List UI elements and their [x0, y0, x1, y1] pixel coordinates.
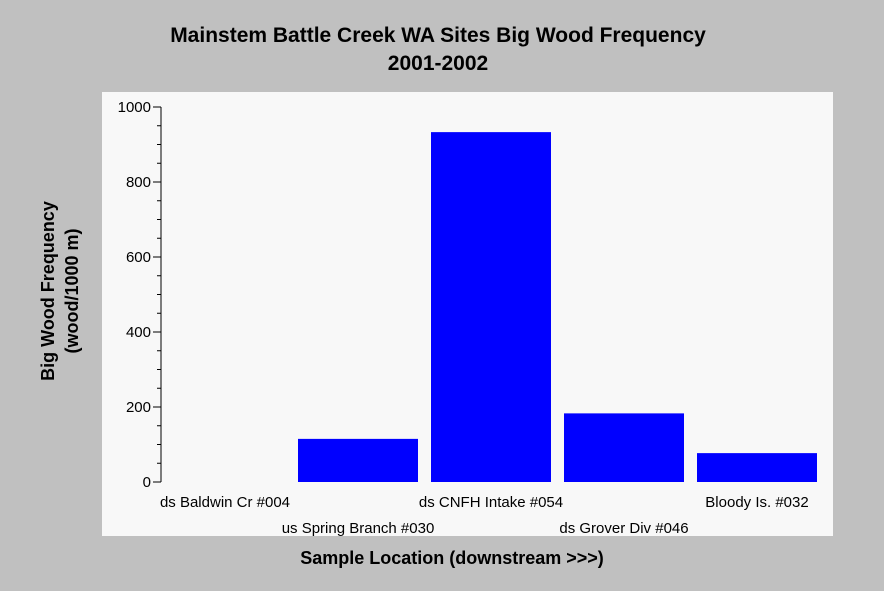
- x-tick-label: us Spring Branch #030: [282, 520, 435, 537]
- y-tick-label: 800: [126, 174, 151, 191]
- x-tick-label: ds CNFH Intake #054: [419, 494, 563, 511]
- bar-3: [431, 132, 551, 482]
- bar-2: [298, 438, 418, 482]
- y-tick-label: 0: [143, 474, 151, 491]
- x-tick-label: ds Baldwin Cr #004: [160, 494, 290, 511]
- x-tick-label: ds Grover Div #046: [559, 520, 688, 537]
- x-tick-label: Bloody Is. #032: [705, 494, 808, 511]
- bar-5: [697, 453, 817, 482]
- chart-title-line-1: Mainstem Battle Creek WA Sites Big Wood …: [170, 24, 706, 47]
- chart-title: Mainstem Battle Creek WA Sites Big Wood …: [0, 22, 876, 78]
- y-tick-label: 1000: [118, 99, 151, 116]
- chart-title-line-2: 2001-2002: [387, 52, 489, 75]
- y-tick-label: 200: [126, 399, 151, 416]
- x-axis-label: Sample Location (downstream >>>): [300, 548, 604, 568]
- bar-4: [564, 413, 684, 482]
- y-tick-label: 600: [126, 249, 151, 266]
- y-tick-label: 400: [126, 324, 151, 341]
